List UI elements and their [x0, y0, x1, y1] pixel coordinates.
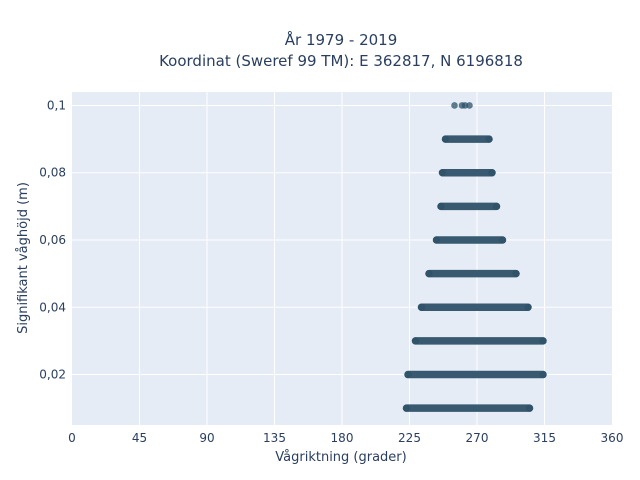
- y-tick-label: 0,04: [39, 300, 66, 314]
- data-point: [488, 169, 496, 177]
- x-tick-label: 225: [398, 431, 421, 445]
- x-tick-label: 315: [533, 431, 556, 445]
- data-point: [498, 236, 507, 244]
- data-points: [402, 102, 547, 412]
- x-tick-label: 90: [199, 431, 214, 445]
- data-point: [525, 404, 534, 412]
- y-tick-label: 0,02: [39, 368, 66, 382]
- x-tick-label: 0: [68, 431, 76, 445]
- data-point: [492, 202, 501, 210]
- data-point: [402, 404, 411, 412]
- data-point: [417, 303, 426, 311]
- data-point: [438, 169, 447, 177]
- x-tick-label: 45: [132, 431, 147, 445]
- x-tick-label: 135: [263, 431, 286, 445]
- data-point: [539, 370, 547, 379]
- x-tick-label: 270: [466, 431, 489, 445]
- y-tick-label: 0,06: [39, 233, 66, 247]
- data-point: [466, 102, 473, 109]
- tick-labels: 0 45 90 135 180 225 270 315 360 0,02 0,04 0,06 0,08 0…: [39, 98, 623, 445]
- data-point: [451, 102, 458, 109]
- data-point: [437, 202, 445, 210]
- data-point: [432, 236, 441, 244]
- data-point: [539, 337, 547, 345]
- data-point: [512, 270, 520, 278]
- data-point: [441, 135, 450, 143]
- chart-title-line1: År 1979 - 2019: [285, 30, 398, 49]
- chart-title-line2: Koordinat (Sweref 99 TM): E 362817, N 61…: [159, 52, 523, 70]
- y-axis-title: Signifikant våghöjd (m): [16, 182, 31, 334]
- data-point: [425, 270, 433, 278]
- data-point: [411, 337, 420, 345]
- y-tick-label: 0,1: [47, 98, 66, 112]
- data-point: [524, 303, 532, 311]
- y-tick-label: 0,08: [39, 166, 66, 180]
- x-tick-label: 360: [601, 431, 624, 445]
- data-point: [485, 135, 493, 143]
- x-tick-label: 180: [331, 431, 354, 445]
- x-axis-title: Vågriktning (grader): [275, 450, 406, 465]
- data-point: [404, 370, 412, 379]
